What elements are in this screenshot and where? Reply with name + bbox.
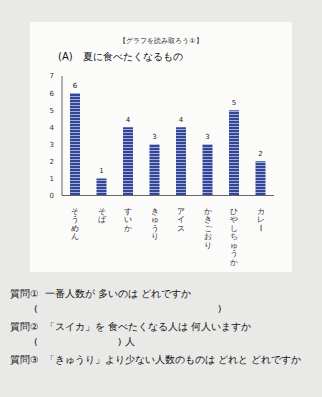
svg-text:り: り [151, 232, 159, 241]
svg-text:お: お [203, 232, 212, 241]
svg-text:う: う [71, 215, 80, 224]
svg-text:い: い [124, 215, 133, 224]
html-text:「スイカ」を 食べたくなる人は 何人いますか: 「スイカ」を 食べたくなる人は 何人いますか [44, 321, 251, 332]
html-text:【グラフを読み取ろう①】: 【グラフを読み取ろう①】 [119, 37, 203, 45]
svg-text:か: か [230, 258, 238, 267]
svg-text:か: か [203, 206, 212, 216]
svg-text:ご: ご [203, 223, 212, 233]
svg-text:5: 5 [50, 107, 54, 115]
svg-text:そ: そ [71, 206, 80, 216]
svg-text:そ: そ [97, 206, 106, 216]
svg-text:う: う [150, 223, 159, 233]
svg-text:1: 1 [99, 167, 103, 175]
svg-text:ひ: ひ [230, 206, 239, 216]
svg-text:4: 4 [179, 116, 184, 124]
svg-text:3: 3 [152, 133, 156, 141]
html-text:質問③: 質問③ [10, 354, 39, 365]
svg-text:イ: イ [177, 215, 186, 224]
html-text:「きゅうり」より少ない人数のものは どれと どれですか: 「きゅうり」より少ない人数のものは どれと どれですか [44, 354, 301, 365]
svg-text:ゅ: ゅ [230, 240, 239, 250]
svg-text:ゅ: ゅ [150, 215, 159, 224]
svg-text:ア: ア [177, 206, 186, 216]
svg-text:き: き [150, 206, 159, 216]
svg-text:め: め [71, 223, 80, 233]
html-text:) 人: ) 人 [117, 336, 136, 347]
svg-text:ス: ス [177, 224, 185, 233]
html-text:(A) 夏に食べたくなるもの: (A) 夏に食べたくなるもの [58, 51, 183, 62]
svg-text:0: 0 [50, 192, 54, 200]
svg-text:り: り [204, 241, 212, 250]
svg-text:す: す [124, 206, 133, 216]
svg-text:や: や [230, 215, 239, 224]
svg-text:ー: ー [256, 224, 265, 232]
svg-text:カ: カ [256, 206, 265, 216]
svg-text:ち: ち [230, 232, 239, 241]
html-text:質問①: 質問① [10, 288, 39, 299]
svg-text:ば: ば [98, 215, 107, 224]
svg-text:6: 6 [73, 82, 78, 90]
svg-text:3: 3 [205, 133, 209, 141]
svg-text:レ: レ [256, 215, 265, 224]
svg-text:ん: ん [71, 232, 79, 241]
html-text:質問②: 質問② [10, 321, 39, 332]
svg-text:5: 5 [232, 99, 236, 107]
svg-text:か: か [124, 224, 132, 233]
svg-text:2: 2 [258, 150, 262, 158]
svg-text:2: 2 [50, 158, 54, 166]
svg-text:3: 3 [50, 141, 54, 149]
svg-text:き: き [203, 215, 212, 224]
svg-text:う: う [230, 249, 239, 258]
svg-text:6: 6 [50, 90, 55, 98]
svg-text:1: 1 [50, 175, 54, 183]
svg-text:4: 4 [126, 116, 131, 124]
svg-text:7: 7 [50, 72, 54, 80]
html-text:一番人数が 多いのは どれですか: 一番人数が 多いのは どれですか [44, 288, 191, 299]
svg-text:し: し [230, 223, 239, 233]
svg-text:4: 4 [50, 124, 55, 132]
